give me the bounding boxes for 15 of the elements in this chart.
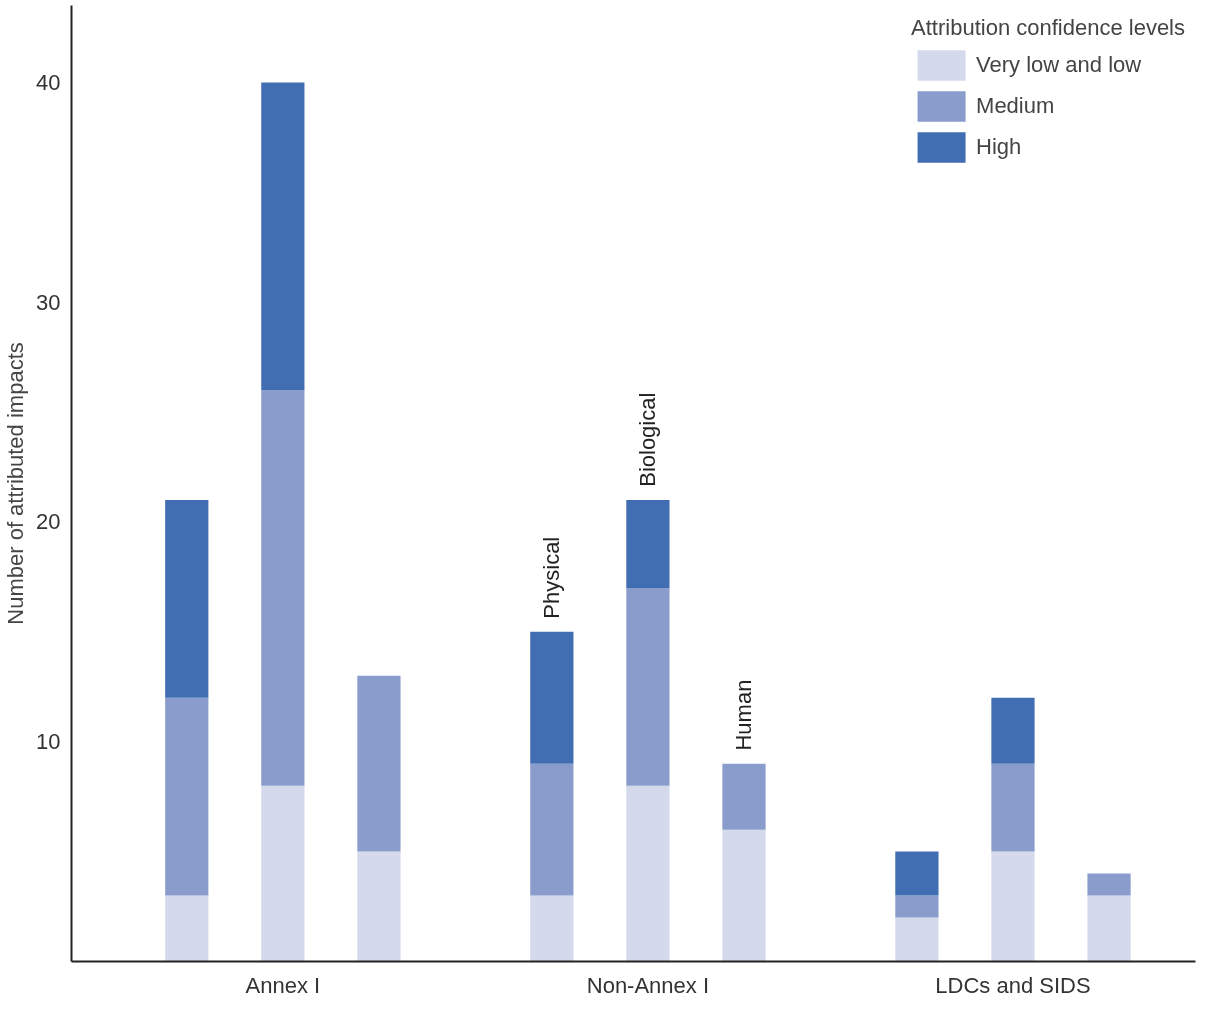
x-tick-label: Human — [731, 679, 757, 751]
text: Annex I — [245, 972, 321, 998]
legend-label: Medium — [976, 93, 1055, 119]
y-axis-title: Number of attributed impacts — [3, 342, 29, 625]
y-tick-label: 10 — [36, 729, 61, 755]
x-tick-label: Physical — [539, 536, 565, 619]
text: LDCs and SIDS — [935, 972, 1091, 998]
x-tick-label: Biological — [635, 392, 661, 487]
legend-label: High — [976, 134, 1022, 160]
legend-title: Attribution confidence levels — [911, 15, 1185, 41]
y-tick-label: 40 — [36, 69, 61, 95]
legend-label: Very low and low — [976, 52, 1142, 78]
y-tick-label: 20 — [36, 509, 61, 535]
y-tick-label: 30 — [36, 289, 61, 315]
text: Non-Annex I — [586, 972, 710, 998]
